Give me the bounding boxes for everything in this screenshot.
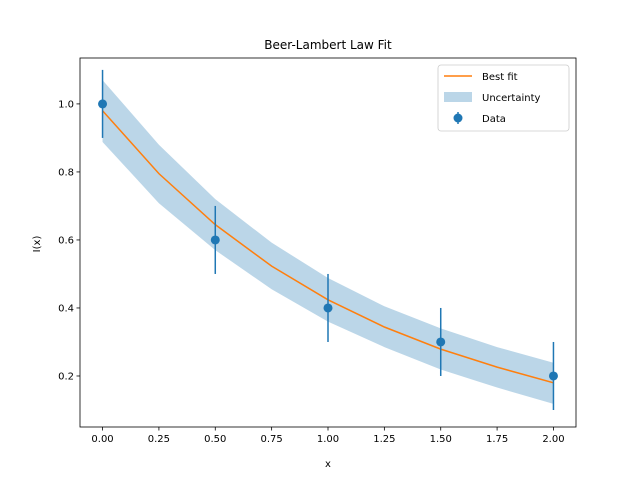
- y-tick-label: 0.6: [58, 235, 74, 246]
- best-fit-line: [101, 110, 554, 384]
- x-tick-label: 0.50: [204, 434, 226, 445]
- x-tick-label: 0.00: [91, 434, 113, 445]
- data-point: [436, 337, 446, 347]
- chart-title: Beer-Lambert Law Fit: [264, 38, 392, 52]
- x-axis-label: x: [325, 459, 331, 470]
- x-tick-label: 2.00: [542, 434, 564, 445]
- data-point: [210, 235, 220, 245]
- legend-label: Best fit: [482, 72, 518, 83]
- uncertainty-band: [102, 80, 554, 404]
- x-tick-label: 1.25: [373, 434, 395, 445]
- legend-data-marker: [453, 113, 463, 123]
- y-tick-label: 1.0: [58, 99, 74, 110]
- data-point: [323, 303, 333, 313]
- legend-label: Data: [482, 114, 506, 125]
- x-tick-label: 0.25: [148, 434, 170, 445]
- y-tick-label: 0.2: [58, 371, 74, 382]
- x-tick-label: 1.50: [430, 434, 452, 445]
- legend-label: Uncertainty: [482, 93, 541, 104]
- legend: Best fit Uncertainty Data: [437, 64, 570, 132]
- legend-box: [437, 64, 570, 132]
- x-tick-label: 1.75: [486, 434, 508, 445]
- data-point: [98, 99, 108, 109]
- x-tick-label: 0.75: [261, 434, 283, 445]
- y-tick-label: 0.8: [58, 167, 74, 178]
- data-point: [548, 371, 558, 381]
- y-tick-label: 0.4: [58, 303, 74, 314]
- legend-band-swatch: [444, 92, 472, 102]
- y-axis-label: I(x): [32, 236, 43, 253]
- x-tick-label: 1.00: [317, 434, 339, 445]
